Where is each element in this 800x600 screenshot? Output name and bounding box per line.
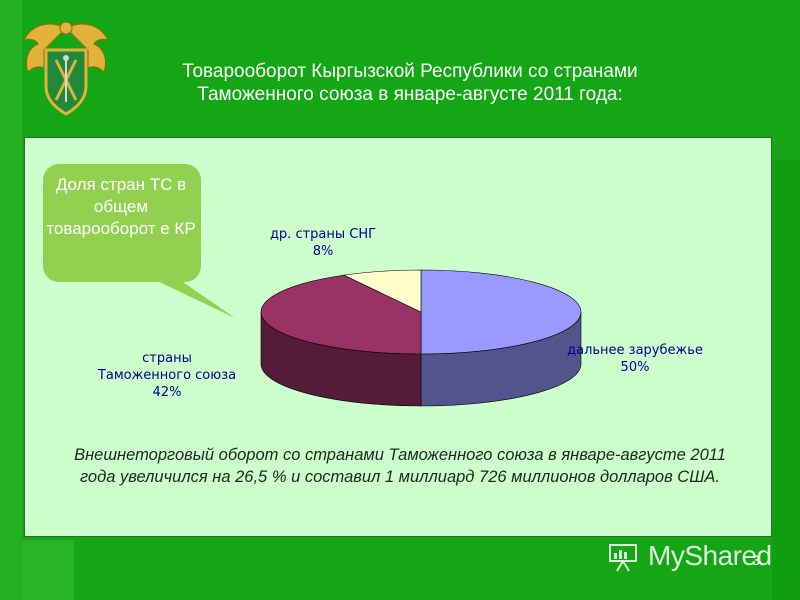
pie-slice-top-0 — [420, 269, 582, 355]
summary-text: Внешнеторговый оборот со странами Таможе… — [74, 446, 726, 486]
label-customs-union-name-1: страны — [142, 351, 192, 366]
label-customs-union-value: 42% — [152, 385, 182, 400]
slide-title-line-2: Таможенного союза в январе-августе 2011 … — [197, 84, 623, 105]
label-far-abroad: дальнее зарубежье 50% — [549, 342, 721, 376]
customs-emblem-logo — [23, 21, 109, 116]
callout-text: Доля стран ТС в общем товарооборот е КР — [46, 175, 196, 238]
slide-title: Товарооборот Кыргызской Республики со ст… — [120, 60, 700, 106]
label-other-cis-value: 8% — [312, 244, 334, 259]
watermark-text: MyShared — [648, 540, 772, 571]
label-other-cis-name: др. страны СНГ — [269, 227, 377, 242]
slide-title-line-1: Товарооборот Кыргызской Республики со ст… — [182, 61, 638, 82]
content-panel: Доля стран ТС в общем товарооборот е КР … — [24, 137, 772, 537]
pie-chart — [260, 269, 582, 407]
presentation-icon — [609, 544, 637, 572]
callout-bubble — [43, 164, 235, 318]
pie-slice-top-1 — [260, 274, 422, 355]
label-far-abroad-name: дальнее зарубежье — [567, 343, 703, 358]
pie-slice-top-2 — [342, 269, 422, 313]
slide-number: 3 — [752, 552, 760, 568]
label-customs-union: страны Таможенного союза 42% — [87, 350, 247, 401]
label-other-cis: др. страны СНГ 8% — [253, 226, 393, 260]
label-far-abroad-value: 50% — [620, 360, 650, 375]
watermark: MyShared — [606, 536, 796, 576]
label-customs-union-name-2: Таможенного союза — [97, 368, 237, 383]
